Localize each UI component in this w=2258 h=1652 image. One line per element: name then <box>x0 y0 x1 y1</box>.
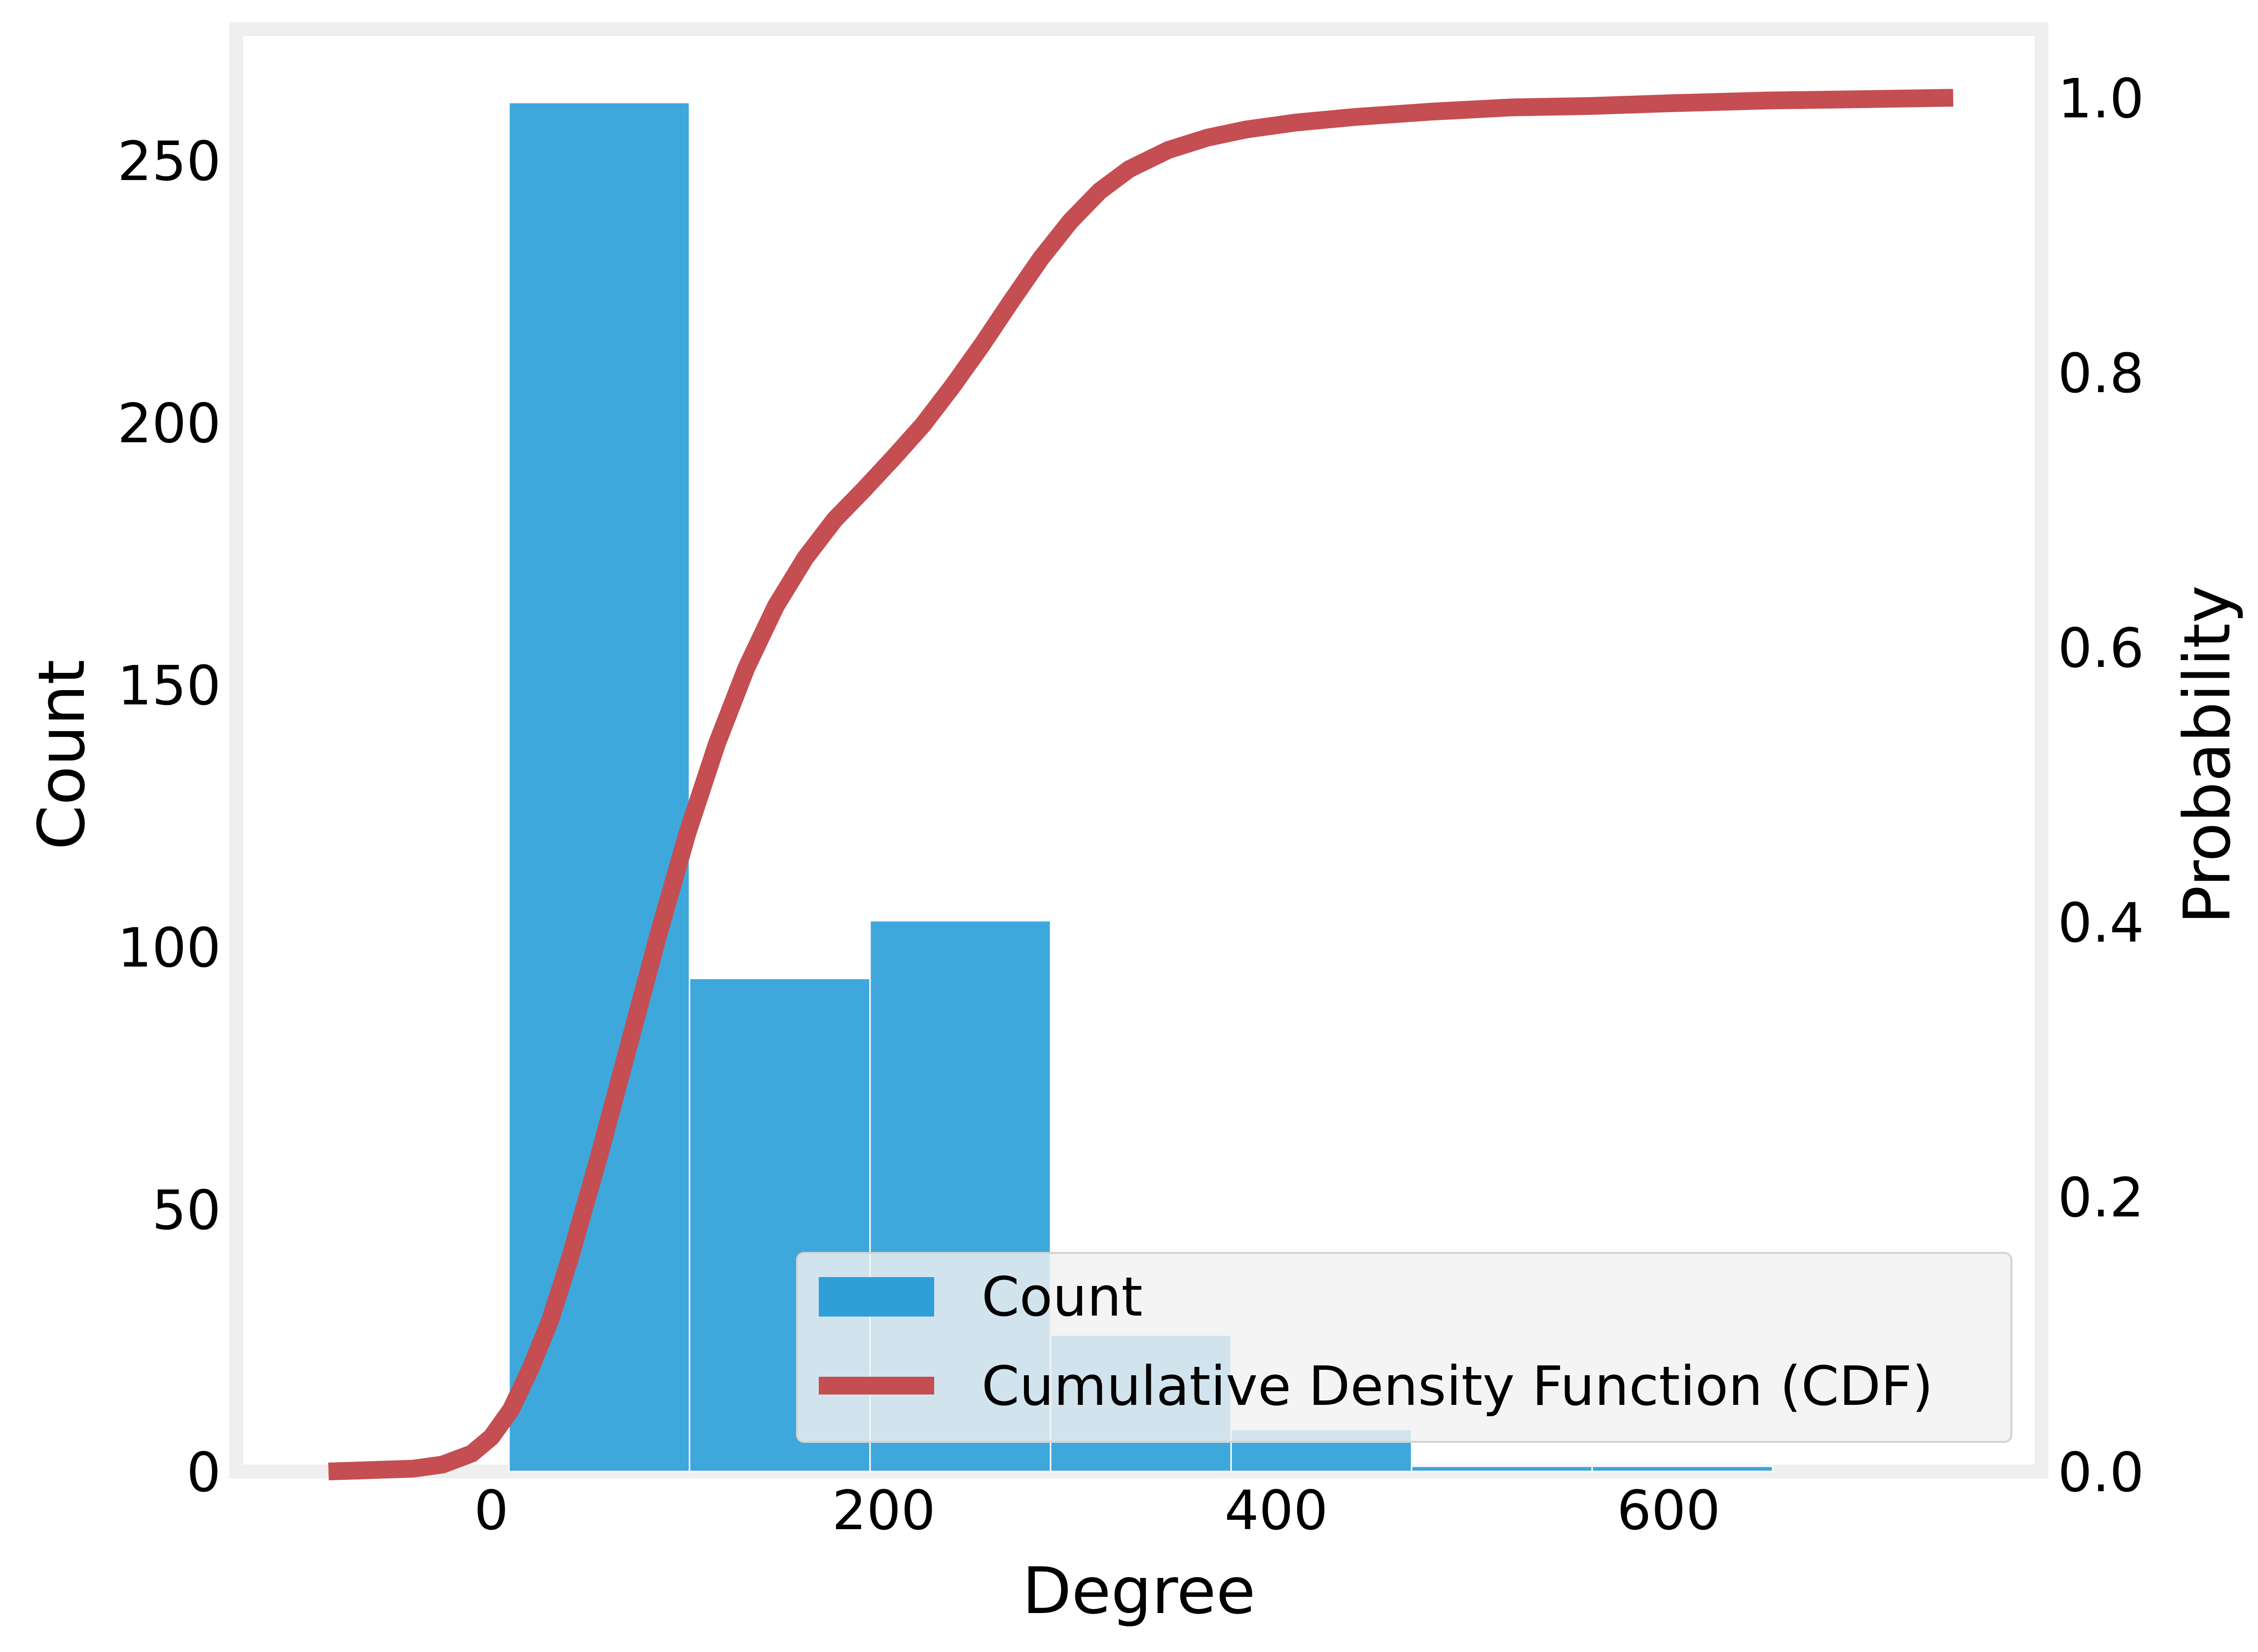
left-y-tick-label: 100 <box>117 917 221 980</box>
right-y-tick-label: 0.2 <box>2058 1166 2144 1229</box>
cdf-line-group <box>328 89 1954 1480</box>
right-y-tick-label: 0.0 <box>2058 1441 2144 1504</box>
left-y-axis-label: Count <box>24 660 99 850</box>
legend-cdf-label: Cumulative Density Function (CDF) <box>982 1355 1933 1418</box>
x-axis-label: Degree <box>1022 1553 1255 1628</box>
left-y-tick-label: 200 <box>117 392 221 455</box>
left-y-tick-label: 250 <box>117 130 221 193</box>
right-y-tick-label: 1.0 <box>2058 67 2144 130</box>
right-y-tick-label: 0.6 <box>2058 617 2144 680</box>
histogram-bar <box>508 102 691 1472</box>
right-y-tick-label: 0.4 <box>2058 891 2144 954</box>
right-y-axis: 0.0 0.2 0.4 0.6 0.8 1.0 Probability <box>2058 67 2245 1504</box>
left-y-axis: 0 50 100 150 200 250 Count <box>24 130 221 1504</box>
x-tick-label: 200 <box>832 1479 936 1542</box>
x-tick-label: 0 <box>474 1479 509 1542</box>
right-y-tick-label: 0.8 <box>2058 342 2144 405</box>
legend-count-label: Count <box>982 1265 1143 1328</box>
left-y-tick-label: 150 <box>117 654 221 717</box>
legend-box <box>796 1252 2012 1443</box>
legend-count-swatch <box>819 1277 934 1317</box>
histogram-bar <box>1591 1465 1774 1472</box>
x-axis: 0 200 400 600 Degree <box>474 1479 1720 1628</box>
histogram-bar <box>1411 1465 1593 1472</box>
cdf-line <box>328 89 1954 1480</box>
x-tick-label: 400 <box>1224 1479 1328 1542</box>
left-y-tick-label: 50 <box>152 1178 221 1242</box>
right-y-axis-label: Probability <box>2170 585 2245 924</box>
left-y-tick-label: 0 <box>186 1441 221 1504</box>
legend: Count Cumulative Density Function (CDF) <box>796 1252 2012 1443</box>
x-tick-label: 600 <box>1617 1479 1720 1542</box>
